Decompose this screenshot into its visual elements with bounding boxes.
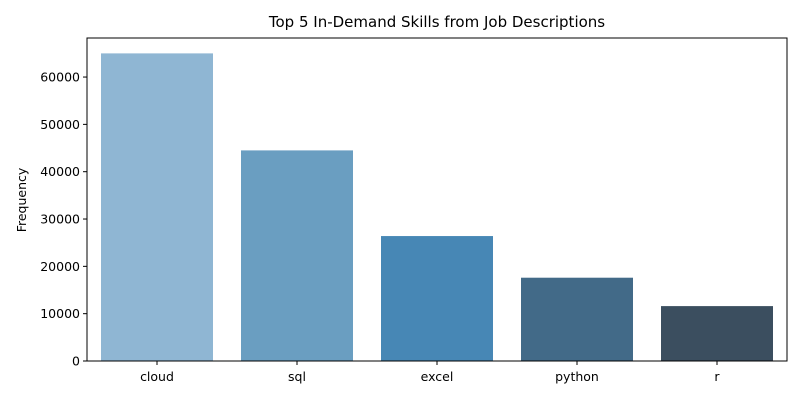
chart-title: Top 5 In-Demand Skills from Job Descript… [268, 13, 605, 31]
bar-python [521, 277, 633, 361]
y-tick-label: 20000 [40, 259, 80, 274]
bar-sql [241, 150, 353, 361]
x-axis-ticks: cloud sql excel python r [140, 361, 720, 384]
x-tick-label: python [555, 369, 599, 384]
y-axis-ticks: 0 10000 20000 30000 40000 50000 60000 [40, 70, 87, 369]
bar-r [661, 306, 773, 361]
x-tick-label: r [714, 369, 720, 384]
y-tick-label: 40000 [40, 164, 80, 179]
bar-excel [381, 236, 493, 361]
plot-frame [86, 37, 788, 362]
y-axis-title: Frequency [14, 167, 29, 232]
y-tick-label: 60000 [40, 70, 80, 85]
x-tick-label: excel [421, 369, 454, 384]
y-tick-label: 0 [72, 354, 80, 369]
y-tick-label: 50000 [40, 117, 80, 132]
bars-group [101, 53, 773, 361]
y-tick-label: 30000 [40, 212, 80, 227]
y-tick-label: 10000 [40, 306, 80, 321]
bar-cloud [101, 53, 213, 361]
x-tick-label: cloud [140, 369, 174, 384]
x-tick-label: sql [288, 369, 306, 384]
